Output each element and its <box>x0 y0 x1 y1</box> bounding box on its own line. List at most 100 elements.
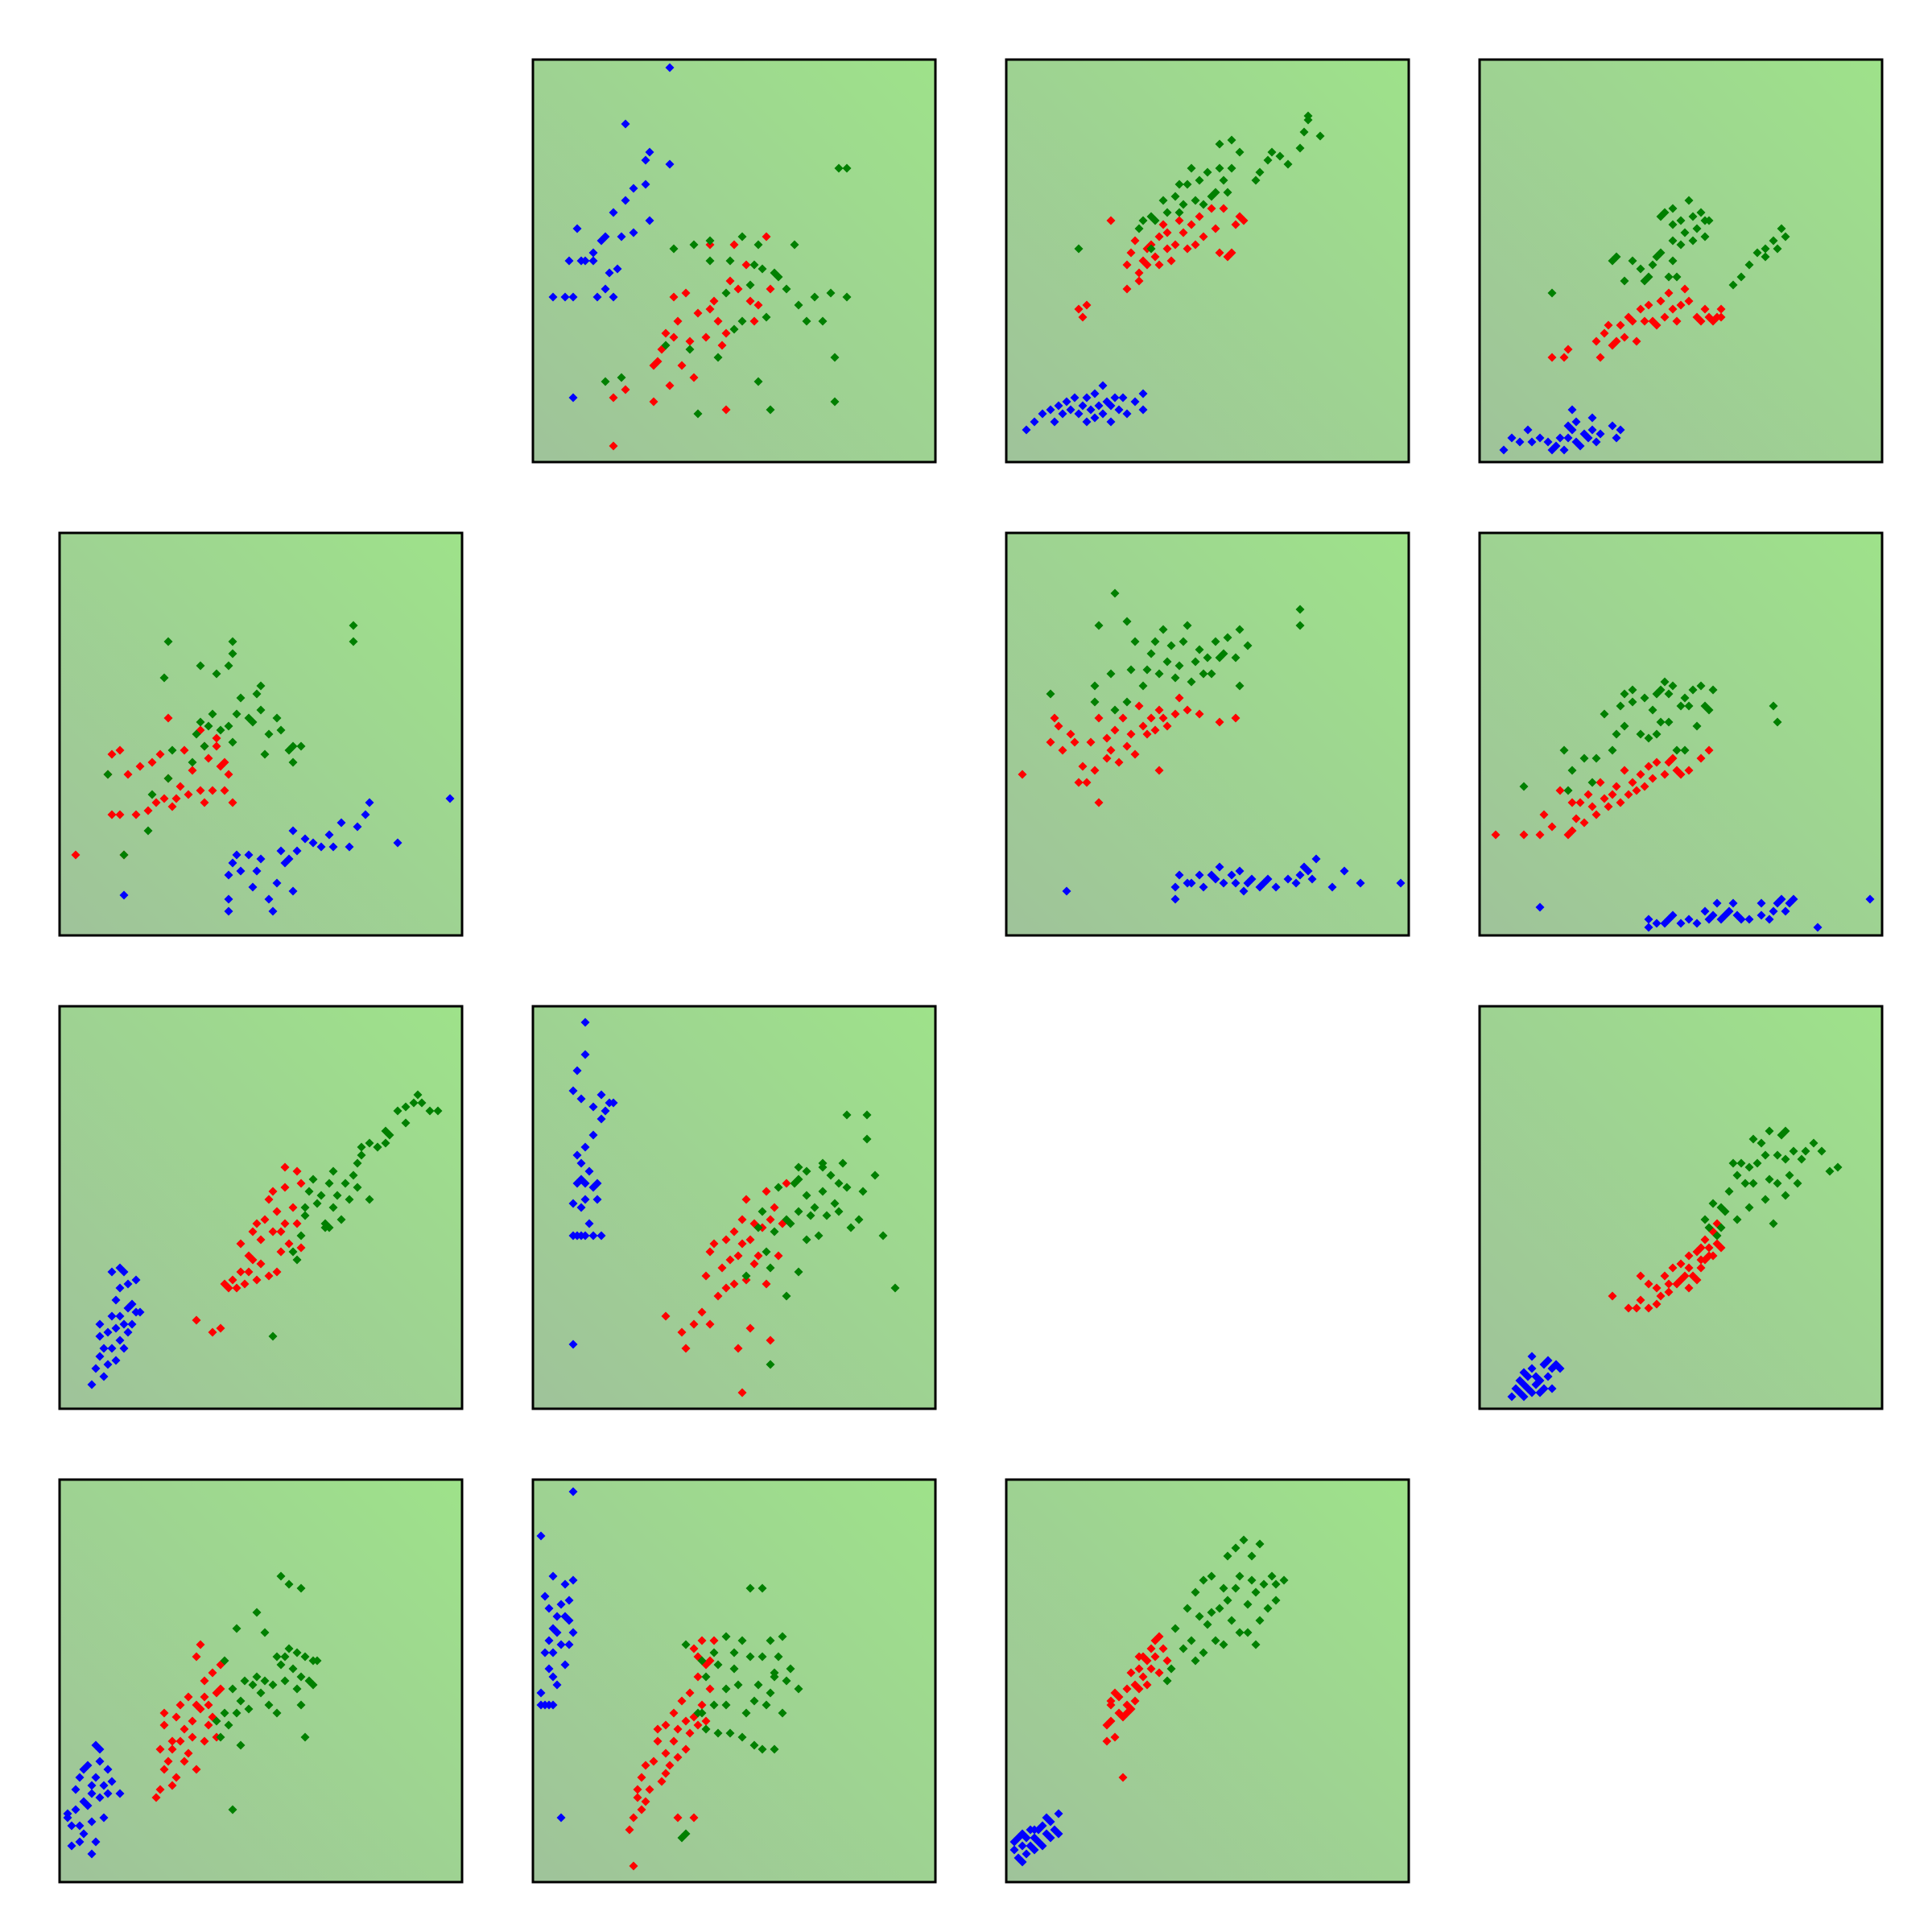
scatter-point <box>1765 914 1774 924</box>
scatter-point <box>1122 617 1132 626</box>
scatter-point <box>1247 1575 1257 1585</box>
scatter-point <box>548 1672 558 1682</box>
scatter-point <box>1303 866 1313 876</box>
scatter-point <box>733 284 743 294</box>
scatter-point <box>1195 175 1204 185</box>
scatter-point <box>1591 437 1601 447</box>
scatter-point <box>568 1628 578 1637</box>
scatter-point <box>296 1700 306 1710</box>
scatter-point <box>1106 669 1116 679</box>
scatter-point <box>1142 665 1152 675</box>
scatter-point <box>1130 749 1140 759</box>
scatter-point <box>1219 1640 1228 1649</box>
scatter-point <box>1761 244 1770 254</box>
scatter-point <box>580 1179 590 1188</box>
scatter-point <box>336 1215 346 1224</box>
scatter-point <box>1231 1583 1241 1593</box>
series-0 <box>119 794 455 916</box>
scatter-point <box>1179 200 1188 209</box>
scatter-point <box>1150 725 1160 735</box>
scatter-point <box>244 1704 254 1714</box>
panel-border <box>58 1005 464 1410</box>
scatter-point <box>159 794 169 803</box>
scatter-point <box>180 1724 189 1734</box>
scatter-point <box>1166 641 1176 650</box>
scatter-point <box>357 1150 366 1160</box>
scatter-point <box>1315 131 1325 141</box>
scatter-point <box>1773 1179 1782 1188</box>
scatter-point <box>393 838 402 848</box>
scatter-point <box>1543 437 1553 447</box>
scatter-point <box>123 770 133 779</box>
scatter-point <box>288 758 298 767</box>
scatter-point <box>1628 316 1637 326</box>
scatter-point <box>592 292 602 302</box>
scatter-point <box>1600 328 1609 338</box>
scatter-point <box>107 1267 117 1277</box>
scatter-point <box>645 1785 654 1794</box>
scatter-point <box>576 1094 586 1104</box>
scatter-point <box>1781 906 1790 916</box>
scatter-point <box>232 1708 242 1718</box>
scatter-point <box>1732 1215 1742 1224</box>
scatter-point <box>1523 425 1533 435</box>
scatter-point <box>1074 304 1084 314</box>
scatter-point <box>584 1219 594 1228</box>
scatter-point <box>601 284 610 294</box>
scatter-point <box>802 1235 811 1245</box>
scatter-point <box>332 1191 342 1200</box>
scatter-point <box>111 1323 121 1333</box>
scatter-point <box>705 1247 715 1257</box>
scatter-point <box>737 1732 747 1742</box>
scatter-point <box>1676 216 1686 225</box>
scatter-point <box>1632 786 1641 795</box>
scatter-point <box>673 1752 683 1762</box>
scatter-point <box>774 1183 783 1192</box>
scatter-point <box>1680 284 1690 294</box>
scatter-point <box>617 373 626 382</box>
scatter-point <box>167 1781 177 1790</box>
scatter-point <box>1154 260 1164 270</box>
scatter-point <box>300 834 310 844</box>
series-0 <box>1499 405 1625 455</box>
scatter-point <box>1543 1372 1553 1381</box>
scatter-point <box>67 1821 76 1831</box>
scatter-point <box>1170 192 1180 201</box>
scatter-point <box>1833 1162 1843 1172</box>
scatter-point <box>1668 1263 1678 1273</box>
scatter-point <box>236 1696 246 1706</box>
scatter-point <box>1179 1644 1188 1653</box>
scatter-point <box>1215 717 1224 727</box>
scatter-point <box>304 1187 314 1196</box>
scatter-point <box>1195 645 1204 654</box>
scatter-point <box>1620 332 1629 342</box>
scatter-point <box>1231 653 1241 663</box>
scatter-point <box>1162 228 1172 237</box>
scatter-point <box>1773 1150 1782 1160</box>
scatter-point <box>349 621 358 630</box>
scatter-point <box>292 1166 302 1176</box>
scatter-point <box>135 1307 145 1317</box>
scatter-point <box>1183 621 1192 630</box>
scatter-point <box>1777 224 1786 233</box>
scatter-point <box>91 1837 101 1847</box>
scatter-point <box>1491 830 1501 840</box>
series-1 <box>192 1162 306 1337</box>
scatter-point <box>1575 441 1585 451</box>
scatter-point <box>1009 1837 1019 1847</box>
scatter-point <box>1158 196 1168 205</box>
scatter-point <box>1283 159 1293 169</box>
scatter-point <box>753 1680 763 1690</box>
scatter-point <box>621 196 630 205</box>
scatter-point <box>1728 898 1738 908</box>
scatter-point <box>806 1211 815 1220</box>
scatter-point <box>401 1102 411 1112</box>
scatter-point <box>1118 713 1128 723</box>
scatter-point <box>737 316 747 326</box>
scatter-point <box>1054 1809 1063 1818</box>
scatter-point <box>1170 1624 1180 1633</box>
scatter-point <box>272 1652 282 1662</box>
scatter-point <box>749 1740 759 1750</box>
scatter-point <box>814 1231 824 1241</box>
